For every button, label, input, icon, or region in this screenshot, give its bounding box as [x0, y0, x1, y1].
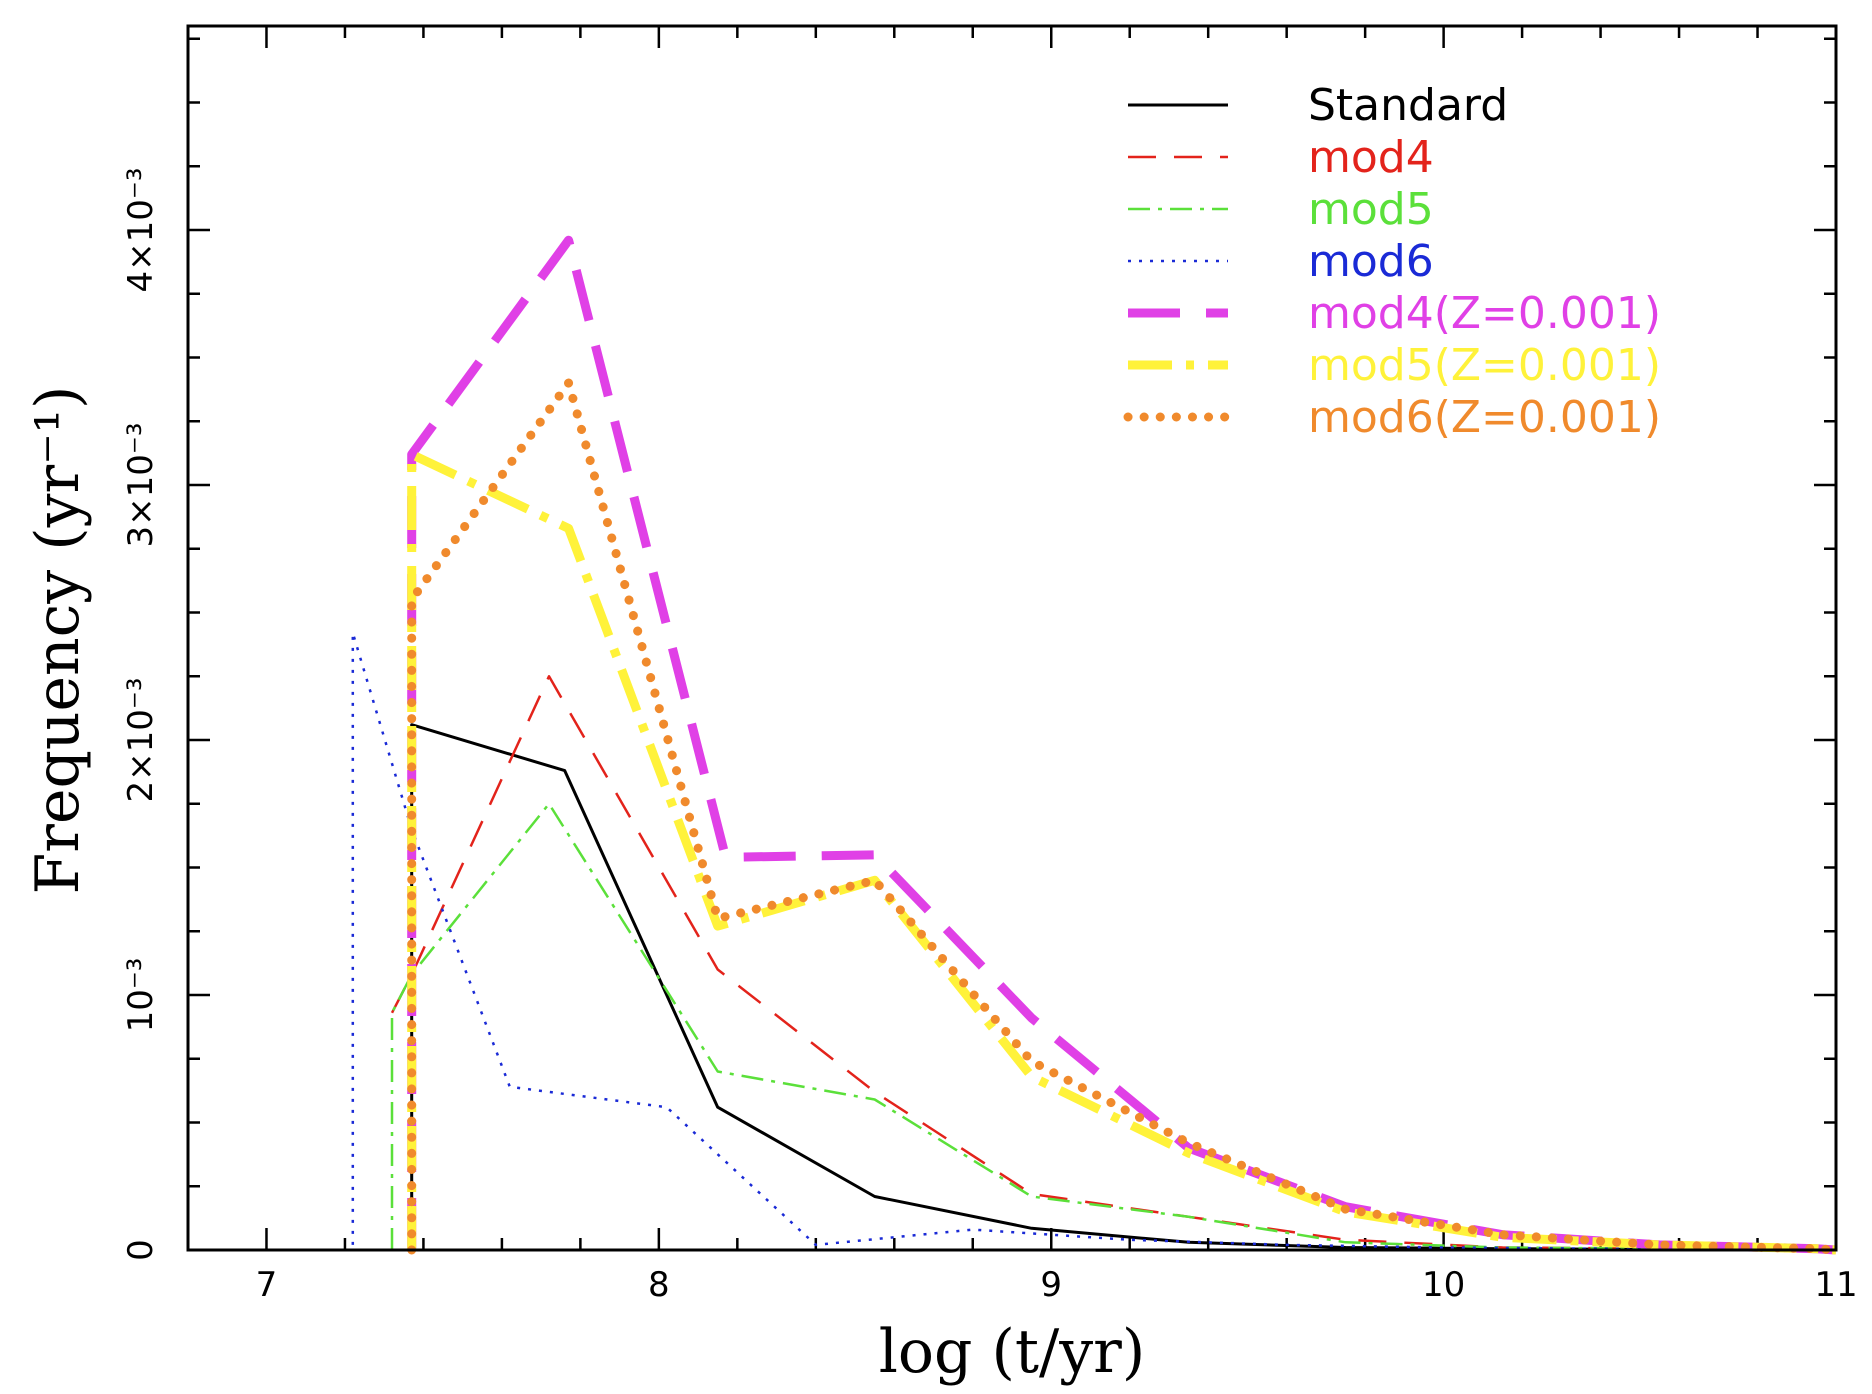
- legend-label: mod5: [1308, 184, 1434, 235]
- x-tick-label: 10: [1422, 1265, 1465, 1305]
- x-tick-label: 11: [1814, 1265, 1857, 1305]
- series-line-5: [407, 235, 1837, 1255]
- legend: Standardmod4mod5mod6mod4(Z=0.001)mod5(Z=…: [1123, 80, 1661, 443]
- legend-label: mod5(Z=0.001): [1308, 340, 1661, 391]
- y-tick-label: 10⁻³: [121, 958, 161, 1033]
- x-tick-label: 8: [648, 1265, 670, 1305]
- y-tick-label: 0: [121, 1239, 161, 1261]
- series-line-4: [351, 631, 1837, 1252]
- tick-labels: 7 8 9 10 11 0 10⁻³ 2×10⁻³ 3×10⁻³ 4×10⁻³: [121, 168, 1858, 1305]
- plot-frame: [186, 24, 1838, 1252]
- series-line-6: [407, 449, 1837, 1255]
- axis-ticks: [186, 26, 1838, 1252]
- legend-label: mod4(Z=0.001): [1308, 288, 1661, 339]
- legend-label: mod4: [1308, 132, 1434, 183]
- x-axis-title: log (t/yr): [879, 1317, 1146, 1387]
- y-tick-label: 4×10⁻³: [121, 168, 161, 293]
- legend-label: mod6(Z=0.001): [1308, 392, 1661, 443]
- x-tick-label: 7: [256, 1265, 278, 1305]
- y-tick-label: 2×10⁻³: [121, 678, 161, 803]
- y-tick-label: 3×10⁻³: [121, 423, 161, 548]
- legend-label: Standard: [1308, 80, 1508, 131]
- y-axis-title: Frequency (yr⁻¹): [23, 386, 93, 895]
- legend-label: mod6: [1308, 236, 1434, 287]
- series-line-1: [410, 723, 1837, 1252]
- series-line-2: [390, 675, 1837, 1252]
- series-line-7: [407, 378, 1841, 1255]
- x-tick-label: 9: [1040, 1265, 1062, 1305]
